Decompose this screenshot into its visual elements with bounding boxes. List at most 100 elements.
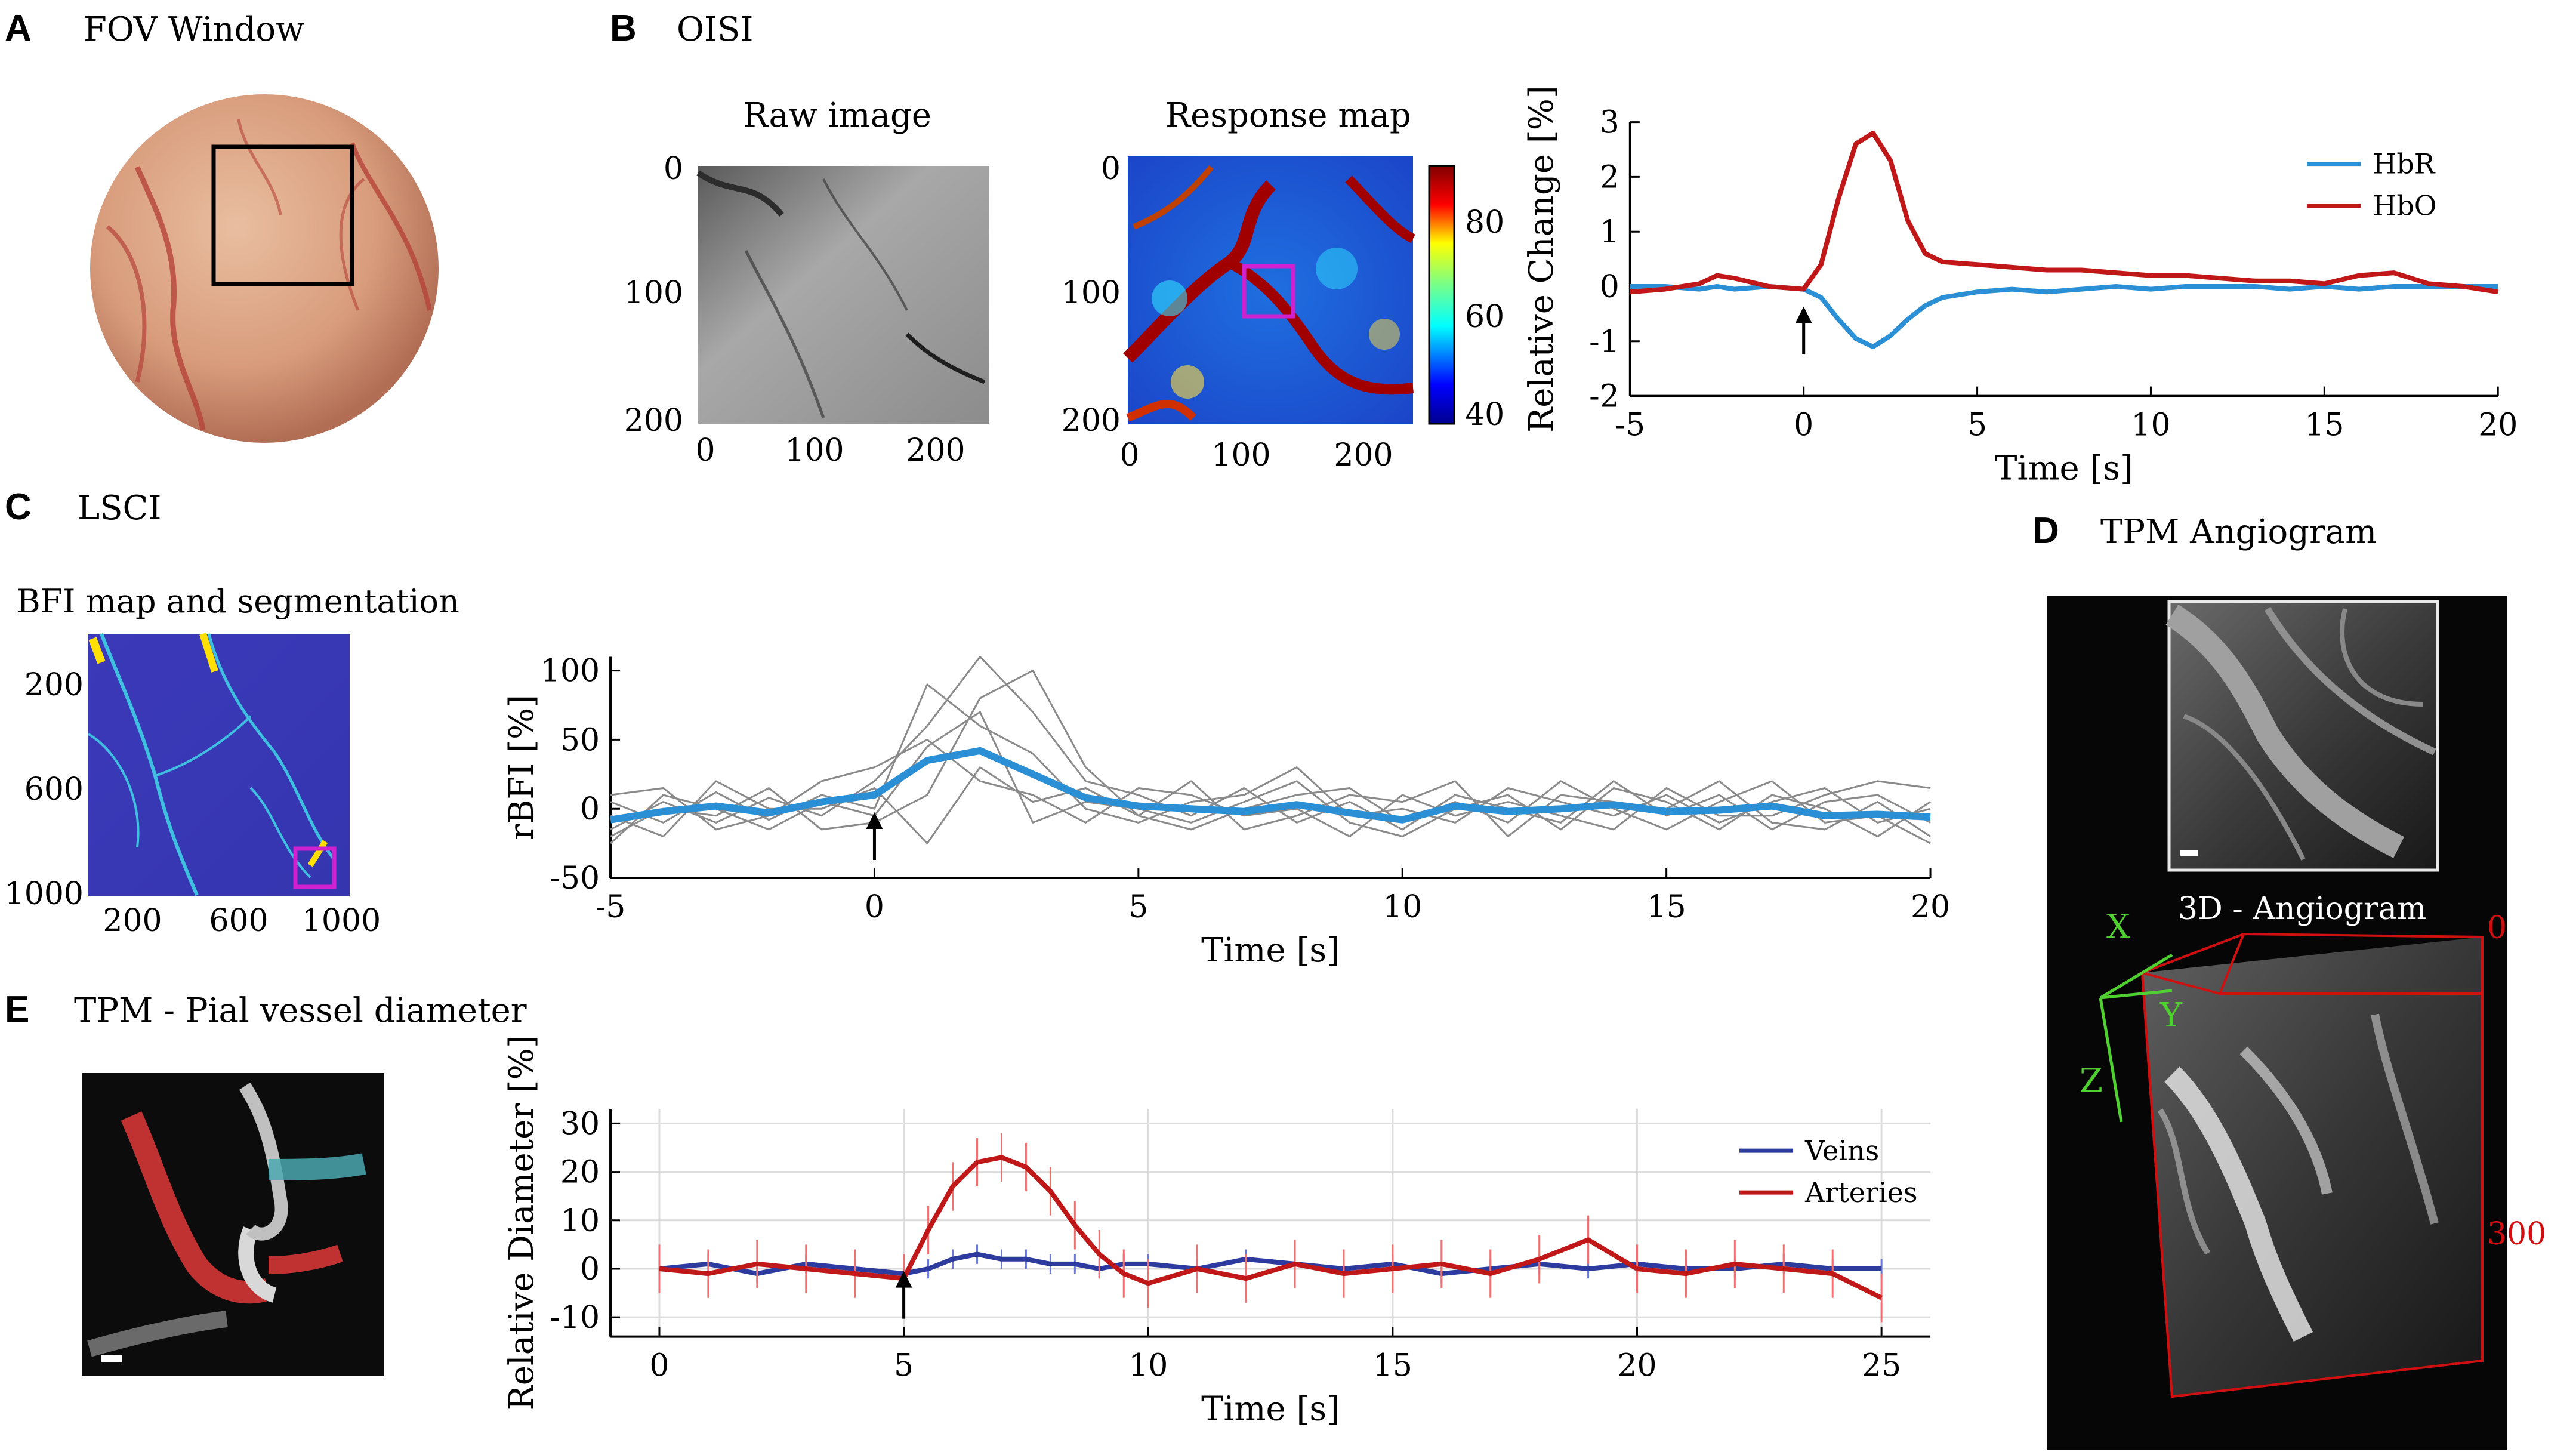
y-axis-label: Relative Diameter [%] bbox=[502, 1035, 541, 1410]
stimulus-arrow-head bbox=[1795, 306, 1812, 323]
x-tick-label: 5 bbox=[1967, 408, 1987, 443]
pial-vessel-image bbox=[82, 1073, 384, 1376]
y-axis-label: Relative Change [%] bbox=[1522, 85, 1561, 433]
resp-xtick: 0 bbox=[1119, 437, 1139, 473]
x-tick-label: 0 bbox=[649, 1348, 669, 1384]
resp-ytick: 200 bbox=[1062, 403, 1121, 439]
bfi-xtick: 600 bbox=[209, 903, 268, 939]
panel-b-title: OISI bbox=[677, 10, 754, 49]
raw-ytick: 0 bbox=[664, 151, 683, 187]
x-tick-label: -5 bbox=[1615, 408, 1645, 443]
panel-b-letter: B bbox=[610, 8, 637, 49]
fov-window-image bbox=[90, 94, 439, 443]
x-tick-label: 15 bbox=[1373, 1348, 1412, 1384]
y-tick-label: -1 bbox=[1589, 324, 1619, 360]
resp-ytick: 100 bbox=[1062, 275, 1121, 311]
angiogram-3d-title: 3D - Angiogram bbox=[2178, 891, 2426, 927]
y-tick-label: 0 bbox=[580, 791, 600, 827]
series-line-trial-6 bbox=[610, 711, 1931, 844]
panel-e-letter: E bbox=[5, 989, 29, 1030]
legend-label: HbR bbox=[2373, 148, 2436, 180]
colorbar-tick: 40 bbox=[1465, 397, 1504, 433]
axis-x-label: X bbox=[2106, 908, 2130, 947]
series-line-arteries bbox=[659, 1155, 1883, 1300]
panel-d-letter: D bbox=[2032, 510, 2059, 551]
raw-xtick: 200 bbox=[906, 433, 965, 468]
series-line-mean bbox=[610, 747, 1931, 824]
bfi-ytick: 1000 bbox=[5, 876, 84, 912]
y-tick-label: -2 bbox=[1589, 379, 1619, 415]
series-line-hbr bbox=[1630, 284, 2498, 349]
x-tick-label: 20 bbox=[1617, 1348, 1656, 1384]
panel-a-letter: A bbox=[5, 8, 32, 49]
axis-z-label: Z bbox=[2080, 1062, 2103, 1101]
stimulus-arrow-head bbox=[866, 812, 883, 829]
x-tick-label: 5 bbox=[1128, 889, 1148, 925]
x-tick-label: 0 bbox=[865, 889, 884, 925]
y-tick-label: 0 bbox=[1600, 269, 1619, 305]
x-tick-label: 0 bbox=[1794, 408, 1813, 443]
bfi-ytick: 600 bbox=[24, 772, 84, 807]
depth-tick: 0 bbox=[2487, 910, 2507, 946]
y-tick-label: 0 bbox=[580, 1251, 600, 1287]
colorbar bbox=[1428, 165, 1455, 425]
resp-xtick: 100 bbox=[1211, 437, 1270, 473]
series-line-trial-5 bbox=[610, 766, 1931, 844]
x-tick-label: -5 bbox=[596, 889, 626, 925]
x-tick-label: 15 bbox=[2304, 408, 2344, 443]
y-tick-label: 100 bbox=[541, 653, 600, 689]
y-tick-label: 50 bbox=[560, 722, 600, 758]
y-tick-label: 2 bbox=[1600, 159, 1619, 195]
colorbar-tick: 80 bbox=[1465, 205, 1504, 241]
bfi-map-title: BFI map and segmentation bbox=[17, 582, 459, 620]
tpm-chart: 0 5 10 15 20 25 30 20 10 0 -10 Time [s] Relative Dia… bbox=[502, 1035, 1931, 1429]
y-tick-label: -50 bbox=[550, 861, 600, 896]
depth-tick: 300 bbox=[2487, 1216, 2546, 1252]
response-map-image bbox=[1123, 156, 1415, 424]
x-tick-label: 10 bbox=[1383, 889, 1422, 925]
raw-image-title: Raw image bbox=[743, 96, 931, 135]
raw-xtick: 0 bbox=[695, 433, 715, 468]
colorbar-tick: 60 bbox=[1465, 299, 1504, 335]
raw-xtick: 100 bbox=[785, 433, 844, 468]
bfi-ytick: 200 bbox=[24, 667, 84, 703]
panel-a-title: FOV Window bbox=[84, 10, 304, 49]
panel-e-title: TPM - Pial vessel diameter bbox=[74, 991, 527, 1030]
raw-ytick: 200 bbox=[624, 403, 683, 439]
legend-label: Arteries bbox=[1804, 1176, 1917, 1209]
response-map-title: Response map bbox=[1165, 96, 1411, 135]
axis-y-label: Y bbox=[2159, 996, 2183, 1035]
x-tick-label: 10 bbox=[2131, 408, 2170, 443]
series-line-hbo bbox=[1630, 131, 2498, 295]
y-tick-label: 20 bbox=[560, 1155, 600, 1191]
bfi-map-image bbox=[87, 633, 350, 896]
x-tick-label: 20 bbox=[2478, 408, 2518, 443]
x-tick-label: 5 bbox=[894, 1348, 914, 1384]
series-line-trial-3 bbox=[610, 670, 1931, 844]
x-tick-label: 10 bbox=[1128, 1348, 1168, 1384]
y-tick-label: 3 bbox=[1600, 105, 1619, 141]
raw-ytick: 100 bbox=[624, 275, 683, 311]
bfi-xtick: 200 bbox=[103, 903, 162, 939]
stimulus-arrow-head bbox=[895, 1271, 912, 1288]
resp-ytick: 0 bbox=[1101, 151, 1121, 187]
x-axis-label: Time [s] bbox=[1201, 931, 1340, 970]
raw-image bbox=[696, 166, 989, 424]
legend-label: Veins bbox=[1804, 1135, 1879, 1167]
y-tick-label: 30 bbox=[560, 1106, 600, 1142]
resp-xtick: 200 bbox=[1334, 437, 1393, 473]
y-tick-label: -10 bbox=[550, 1300, 600, 1336]
y-tick-label: 1 bbox=[1600, 214, 1619, 250]
y-tick-label: 10 bbox=[560, 1203, 600, 1239]
x-tick-label: 20 bbox=[1911, 889, 1950, 925]
tpm-angiogram-image bbox=[2047, 596, 2507, 1450]
panel-c-letter: C bbox=[5, 486, 32, 528]
panel-c-title: LSCI bbox=[78, 489, 162, 528]
x-axis-label: Time [s] bbox=[1201, 1390, 1340, 1429]
y-axis-label: rBFI [%] bbox=[502, 695, 541, 840]
panel-d-title: TPM Angiogram bbox=[2100, 513, 2377, 551]
x-tick-label: 15 bbox=[1647, 889, 1686, 925]
